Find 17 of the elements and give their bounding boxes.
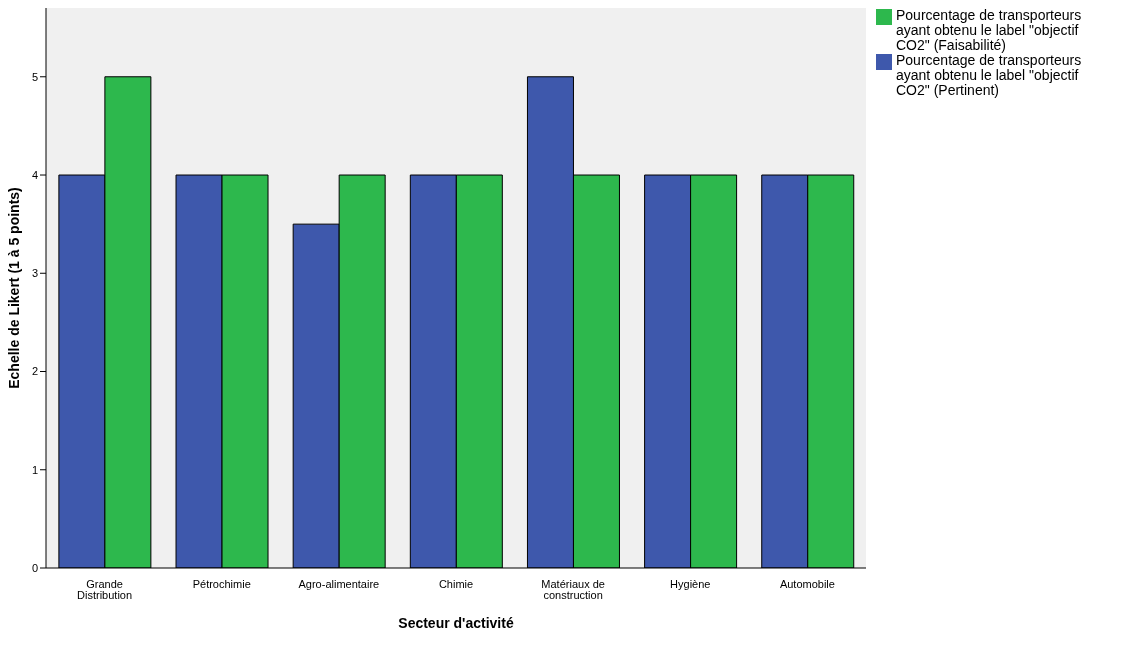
y-tick-label: 3 [31, 267, 38, 280]
y-tick-label: 0 [31, 561, 38, 574]
y-tick-label: 4 [31, 168, 38, 181]
legend-label: Pourcentage de transporteurs ayant obtenu le label "objectif CO2" (Pertinent) [896, 52, 1083, 98]
y-tick-label: 2 [31, 365, 38, 378]
y-tick-label: 5 [31, 70, 38, 83]
x-tick-label: Automobile [779, 577, 835, 590]
x-tick-label: Hygiène [670, 577, 711, 590]
y-axis-title: Echelle de Likert (1 à 5 points) [5, 187, 22, 389]
x-tick-label: Grande Distribution [77, 577, 133, 601]
x-axis-title: Secteur d'activité [398, 615, 514, 631]
x-tick-label: Chimie [438, 577, 474, 590]
x-tick-label: Pétrochimie [192, 577, 251, 590]
legend-label: Pourcentage de transporteurs ayant obtenu le label "objectif CO2" (Faisabilité) [896, 7, 1083, 53]
y-tick-label: 1 [31, 463, 38, 476]
x-tick-label: Matériaux de construction [541, 577, 605, 601]
x-tick-label: Agro-alimentaire [298, 577, 380, 590]
